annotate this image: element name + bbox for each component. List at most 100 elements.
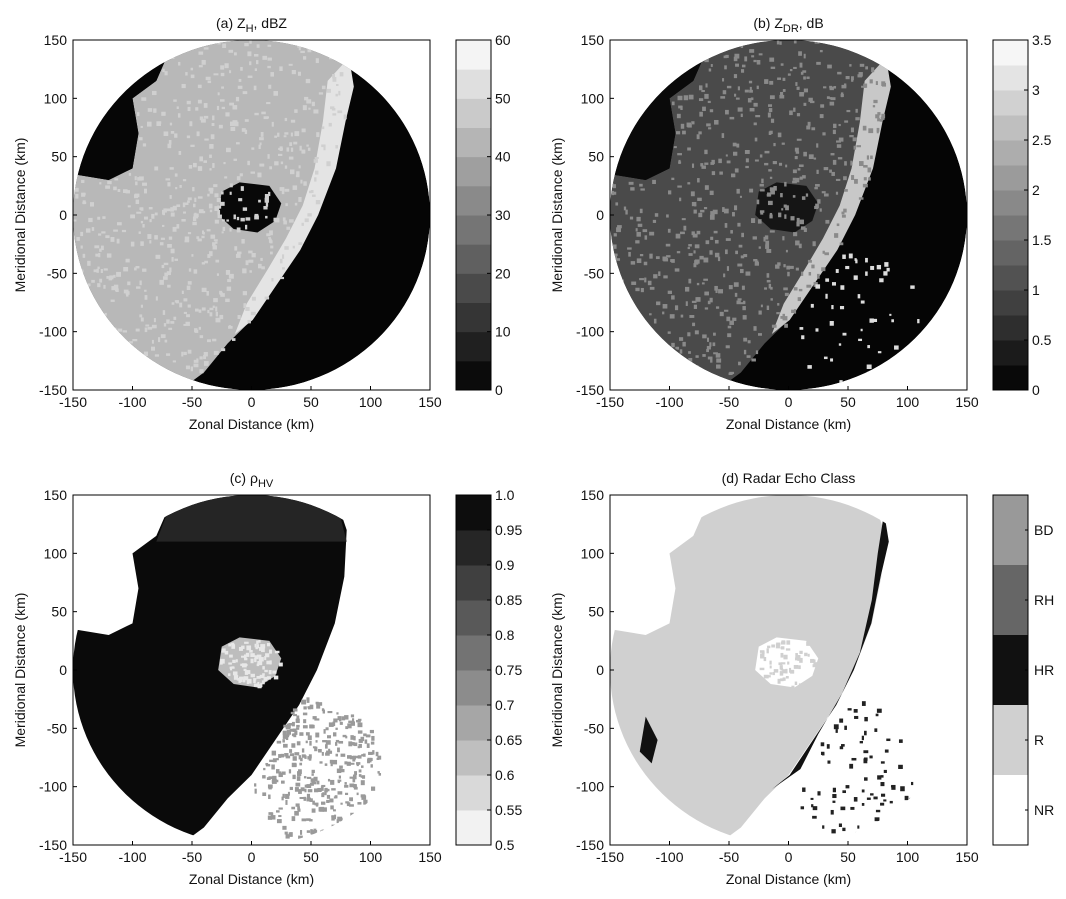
speckle [770, 287, 772, 290]
speckle [152, 91, 157, 95]
speckle [865, 271, 868, 275]
speckle [240, 218, 244, 222]
speckle [256, 676, 260, 679]
speckle [172, 257, 174, 262]
speckle [214, 239, 218, 241]
speckle [325, 752, 330, 755]
speckle [345, 726, 348, 729]
speckle [292, 70, 296, 74]
speckle [700, 210, 704, 213]
speckle [98, 364, 103, 366]
speckle [711, 64, 713, 67]
speckle [619, 372, 622, 375]
speckle [802, 175, 806, 178]
speckle [836, 729, 838, 733]
speckle [184, 203, 189, 206]
speckle [215, 220, 219, 224]
speckle [767, 194, 771, 197]
speckle [308, 148, 311, 151]
x-tick-label: 50 [840, 394, 856, 410]
speckle [243, 207, 247, 210]
speckle [212, 163, 214, 168]
speckle [796, 268, 799, 271]
speckle [804, 653, 807, 656]
speckle [757, 60, 761, 65]
speckle [744, 350, 746, 354]
speckle [237, 227, 241, 232]
speckle [880, 823, 884, 828]
speckle [745, 90, 749, 93]
speckle [265, 297, 269, 300]
speckle [293, 708, 298, 711]
speckle [181, 219, 185, 222]
speckle [204, 139, 208, 141]
speckle [853, 137, 857, 141]
colorbar-label: NR [1034, 802, 1054, 818]
speckle [193, 364, 198, 368]
speckle [689, 315, 694, 318]
speckle [785, 165, 787, 168]
speckle [748, 340, 751, 343]
speckle [164, 323, 166, 326]
speckle [159, 369, 162, 374]
x-tick-label: -50 [182, 849, 202, 865]
speckle [237, 176, 241, 180]
y-tick-label: 50 [588, 149, 604, 165]
speckle [783, 677, 786, 680]
speckle [705, 83, 707, 87]
speckle [296, 715, 299, 719]
speckle [236, 254, 241, 258]
speckle [887, 268, 890, 272]
speckle [724, 209, 729, 214]
speckle [308, 108, 310, 110]
speckle [78, 271, 80, 275]
speckle [314, 159, 318, 163]
speckle [341, 754, 346, 757]
speckle [722, 78, 724, 81]
speckle [259, 164, 264, 167]
speckle [750, 87, 752, 90]
colorbar-band [456, 157, 491, 187]
speckle [767, 646, 770, 649]
speckle [652, 180, 656, 184]
speckle [191, 68, 194, 71]
speckle [301, 700, 306, 705]
speckle [645, 351, 648, 356]
speckle [257, 655, 262, 658]
speckle [743, 315, 747, 319]
speckle [704, 94, 708, 99]
speckle [632, 321, 635, 325]
speckle [189, 121, 192, 126]
speckle [167, 285, 170, 288]
speckle [688, 253, 692, 256]
speckle [796, 151, 799, 153]
title-part: , dBZ [254, 15, 288, 31]
speckle [327, 735, 331, 738]
speckle [243, 679, 245, 682]
colorbar-band [993, 90, 1028, 116]
speckle [144, 217, 148, 220]
speckle [801, 335, 804, 339]
speckle [336, 712, 338, 714]
speckle [766, 249, 771, 253]
speckle [141, 318, 144, 322]
speckle [687, 182, 690, 184]
speckle [331, 816, 334, 820]
speckle [251, 171, 256, 173]
speckle [227, 287, 231, 291]
y-tick-label: -100 [39, 779, 67, 795]
speckle [760, 184, 764, 187]
x-tick-label: -100 [655, 394, 683, 410]
speckle [793, 169, 797, 173]
speckle [824, 252, 829, 255]
speckle [726, 238, 731, 241]
speckle [301, 150, 305, 154]
speckle [649, 254, 652, 259]
speckle [154, 235, 158, 239]
speckle [122, 230, 126, 232]
echo-region [73, 495, 347, 845]
speckle [322, 126, 324, 129]
speckle [769, 58, 774, 62]
speckle [284, 753, 288, 757]
speckle [210, 210, 212, 213]
